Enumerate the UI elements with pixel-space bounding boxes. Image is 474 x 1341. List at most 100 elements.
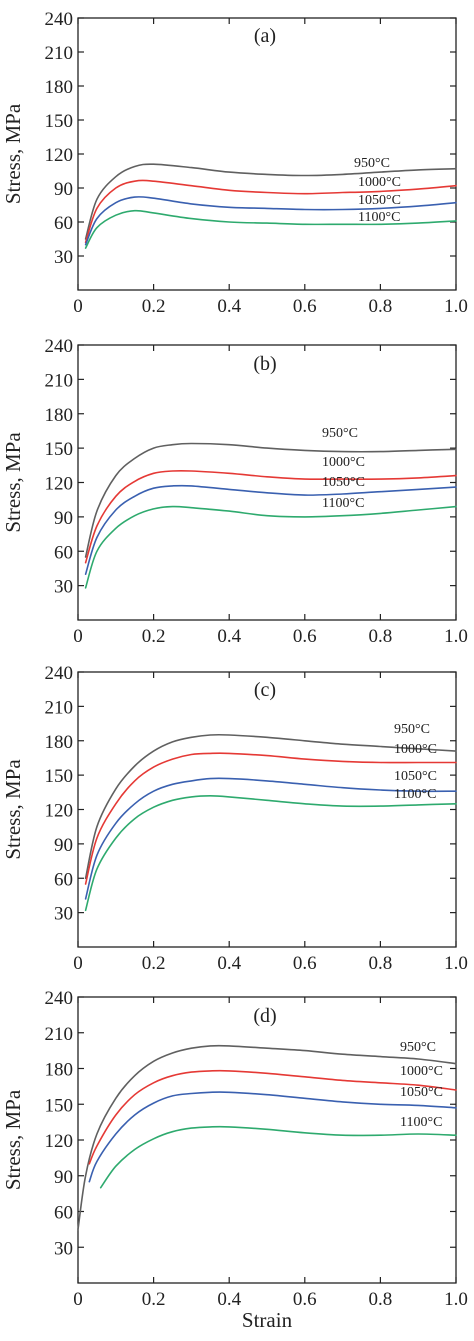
y-tick-label: 90 <box>54 1167 73 1188</box>
y-tick-label: 90 <box>54 179 73 200</box>
y-tick-label: 120 <box>45 474 74 495</box>
x-tick-label: 0.6 <box>293 296 317 317</box>
y-tick-label: 150 <box>45 439 74 460</box>
series-line-1 <box>84 469 457 564</box>
series-label-0: 950°C <box>322 426 358 441</box>
y-tick-label: 30 <box>54 247 73 268</box>
series-label-1: 1000°C <box>358 175 401 190</box>
y-tick-label: 210 <box>45 1024 74 1045</box>
series-label-0: 950°C <box>400 1040 436 1055</box>
y-tick-label: 60 <box>54 542 73 563</box>
x-tick-label: 0.4 <box>217 626 241 647</box>
panel-label: (a) <box>254 25 276 47</box>
chart-panel-3: 0 0.2 0.4 0.6 0.8 1.0 30 60 90 120 150 180 210 240 Str… <box>1 988 468 1332</box>
y-tick-label: 240 <box>45 663 74 684</box>
x-tick-label: 0.4 <box>217 953 241 974</box>
x-axis-title: Strain <box>242 1308 293 1332</box>
x-tick-label: 1.0 <box>444 296 468 317</box>
x-tick-label: 0.4 <box>217 296 241 317</box>
series-line-3 <box>99 1125 457 1189</box>
x-tick-label: 0.2 <box>142 626 166 647</box>
chart-panel-2: 0 0.2 0.4 0.6 0.8 1.0 30 60 90 120 150 180 210 240 Str… <box>1 663 468 974</box>
y-tick-label: 240 <box>45 9 74 30</box>
series-line-0 <box>84 733 457 880</box>
series-line-0 <box>84 442 457 558</box>
plot-frame <box>77 17 457 291</box>
y-tick-label: 210 <box>45 697 74 718</box>
x-tick-label: 0.8 <box>369 296 393 317</box>
x-tick-label: 0.6 <box>293 953 317 974</box>
series-label-3: 1100°C <box>358 210 400 225</box>
y-tick-label: 150 <box>45 111 74 132</box>
y-tick-label: 210 <box>45 43 74 64</box>
y-tick-label: 120 <box>45 801 74 822</box>
y-tick-label: 180 <box>45 1060 74 1081</box>
y-tick-label: 120 <box>45 145 74 166</box>
y-tick-label: 60 <box>54 213 73 234</box>
series-label-2: 1050°C <box>394 769 437 784</box>
series-label-3: 1100°C <box>400 1115 442 1130</box>
series-label-2: 1050°C <box>400 1085 443 1100</box>
y-tick-label: 180 <box>45 405 74 426</box>
y-tick-label: 30 <box>54 577 73 598</box>
series-label-2: 1050°C <box>322 475 365 490</box>
y-tick-label: 180 <box>45 77 74 98</box>
x-tick-label: 0.6 <box>293 626 317 647</box>
y-tick-label: 240 <box>45 336 74 357</box>
series-line-2 <box>88 1091 457 1183</box>
series-line-3 <box>84 795 457 912</box>
series-line-2 <box>84 195 457 246</box>
series-label-3: 1100°C <box>322 496 364 511</box>
y-tick-label: 180 <box>45 732 74 753</box>
x-tick-label: 0.8 <box>369 1289 393 1310</box>
panel-label: (d) <box>253 1005 276 1027</box>
x-tick-label: 0 <box>73 296 83 317</box>
y-tick-label: 90 <box>54 835 73 856</box>
y-tick-label: 150 <box>45 1095 74 1116</box>
series-label-1: 1000°C <box>400 1064 443 1079</box>
x-tick-label: 0.8 <box>369 953 393 974</box>
x-tick-label: 1.0 <box>444 626 468 647</box>
y-tick-label: 30 <box>54 904 73 925</box>
y-axis-title: Stress, MPa <box>1 432 25 533</box>
series-line-1 <box>84 752 457 885</box>
plot-frame <box>77 671 457 948</box>
series-label-3: 1100°C <box>394 787 436 802</box>
y-axis-title: Stress, MPa <box>1 1089 25 1190</box>
y-tick-label: 60 <box>54 869 73 890</box>
y-tick-label: 30 <box>54 1238 73 1259</box>
panel-label: (b) <box>253 353 276 375</box>
y-axis-title: Stress, MPa <box>1 103 25 204</box>
x-tick-label: 0.2 <box>142 953 166 974</box>
series-line-0 <box>84 163 457 240</box>
chart-panel-1: 0 0.2 0.4 0.6 0.8 1.0 30 60 90 120 150 180 210 240 Str… <box>1 336 468 647</box>
x-tick-label: 0.6 <box>293 1289 317 1310</box>
series-label-1: 1000°C <box>322 455 365 470</box>
x-tick-label: 0 <box>73 1289 83 1310</box>
y-tick-label: 240 <box>45 988 74 1009</box>
series-line-2 <box>84 484 457 575</box>
chart-panel-0: 0 0.2 0.4 0.6 0.8 1.0 30 60 90 120 150 180 210 240 Str… <box>1 9 468 317</box>
y-tick-label: 60 <box>54 1203 73 1224</box>
series-label-1: 1000°C <box>394 742 437 757</box>
y-axis-title: Stress, MPa <box>1 759 25 860</box>
panel-label: (c) <box>254 679 276 701</box>
series-line-1 <box>84 179 457 244</box>
series-label-0: 950°C <box>354 156 390 171</box>
series-label-0: 950°C <box>394 722 430 737</box>
x-tick-label: 0.2 <box>142 296 166 317</box>
series-line-2 <box>84 777 457 900</box>
x-tick-label: 0.4 <box>217 1289 241 1310</box>
x-tick-label: 1.0 <box>444 953 468 974</box>
x-tick-label: 0 <box>73 953 83 974</box>
x-tick-label: 0 <box>73 626 83 647</box>
series-label-2: 1050°C <box>358 193 401 208</box>
y-tick-label: 90 <box>54 508 73 529</box>
x-tick-label: 0.2 <box>142 1289 166 1310</box>
y-tick-label: 210 <box>45 370 74 391</box>
series-line-1 <box>88 1069 457 1165</box>
series-line-0 <box>77 1044 457 1231</box>
y-tick-label: 120 <box>45 1131 74 1152</box>
plot-frame <box>77 344 457 621</box>
